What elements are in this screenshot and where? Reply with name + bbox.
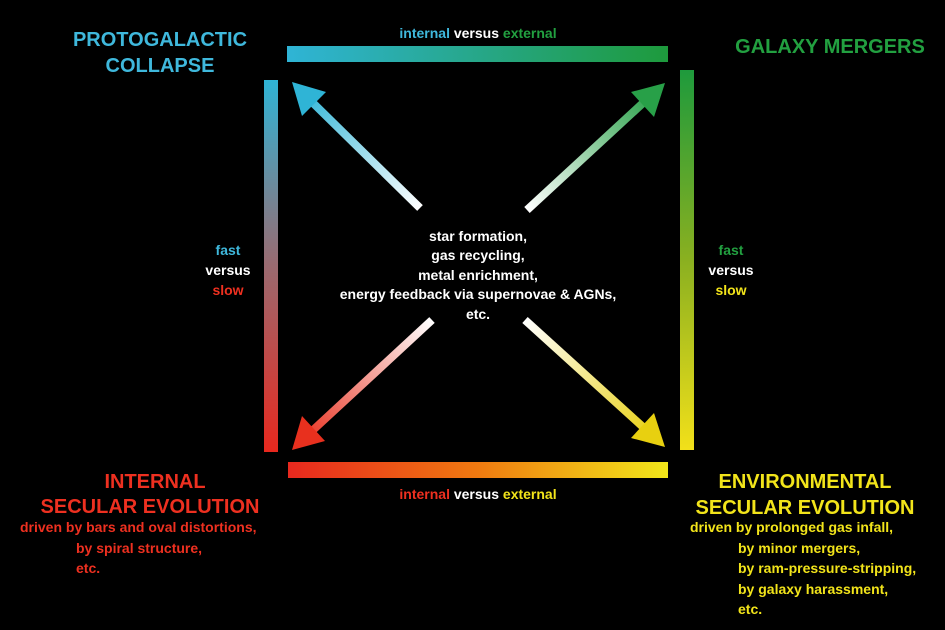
- corner-detail: by galaxy harassment,: [738, 581, 888, 597]
- edge-word: versus: [454, 25, 499, 41]
- corner-detail: etc.: [76, 560, 100, 576]
- center-text: etc.: [466, 306, 490, 322]
- edge-word: external: [503, 25, 557, 41]
- corner-title: ENVIRONMENTAL: [719, 471, 892, 493]
- edge-label: internal versus external: [399, 25, 556, 41]
- arrow: [309, 99, 423, 211]
- center-text: metal enrichment,: [418, 267, 538, 283]
- edge-label: internal versus external: [399, 486, 556, 502]
- center-text: star formation,: [429, 228, 527, 244]
- arrow: [524, 100, 646, 213]
- edge-word: internal: [399, 25, 450, 41]
- arrow: [522, 317, 646, 430]
- left-bar: [264, 80, 278, 452]
- corner-title: SECULAR EVOLUTION: [696, 497, 915, 519]
- edge-word: external: [503, 486, 557, 502]
- edge-word: fast: [719, 242, 744, 258]
- edge-word: slow: [212, 282, 243, 298]
- arrow: [309, 317, 435, 434]
- arrow-head: [631, 83, 665, 117]
- edge-word: slow: [715, 282, 746, 298]
- edge-word: versus: [205, 262, 250, 278]
- corner-title: PROTOGALACTIC: [73, 29, 247, 51]
- edge-word: internal: [399, 486, 450, 502]
- corner-title: INTERNAL: [104, 471, 205, 493]
- arrow-head: [631, 413, 665, 447]
- bottom-bar: [288, 462, 668, 478]
- corner-detail: driven by prolonged gas infall,: [690, 519, 893, 535]
- corner-detail: by minor mergers,: [738, 540, 860, 556]
- arrows: [292, 82, 665, 450]
- top-bar: [287, 46, 668, 62]
- corner-title: COLLAPSE: [106, 55, 215, 77]
- edge-word: versus: [454, 486, 499, 502]
- center-text: energy feedback via supernovae & AGNs,: [340, 286, 616, 302]
- corner-detail: etc.: [738, 601, 762, 617]
- edge-word: fast: [216, 242, 241, 258]
- corner-title: SECULAR EVOLUTION: [41, 496, 260, 518]
- corner-title: GALAXY MERGERS: [735, 36, 925, 58]
- corner-detail: by spiral structure,: [76, 540, 202, 556]
- right-bar: [680, 70, 694, 450]
- corner-detail: by ram-pressure-stripping,: [738, 560, 916, 576]
- arrow-head: [292, 82, 326, 116]
- center-text: gas recycling,: [431, 247, 524, 263]
- arrow-head: [292, 416, 325, 450]
- edge-word: versus: [708, 262, 753, 278]
- corner-detail: driven by bars and oval distortions,: [20, 519, 257, 535]
